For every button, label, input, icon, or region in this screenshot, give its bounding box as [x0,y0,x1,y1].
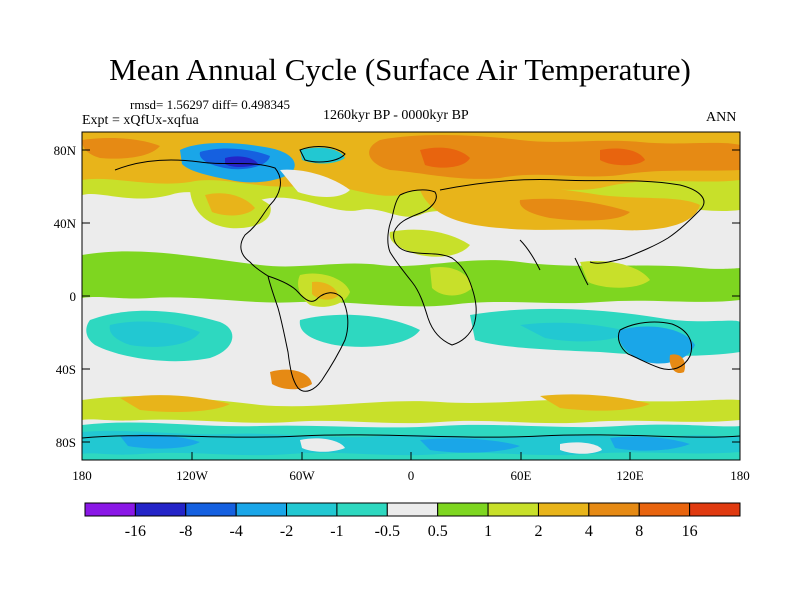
lat-tick-marks [82,149,740,443]
lon-label-120e: 120E [616,468,644,483]
coastline-africa-europe [387,189,477,346]
lon-label-180w: 180 [72,468,92,483]
colorbar-swatch [487,502,539,517]
field-patch [420,438,520,453]
time-period-label: 1260kyr BP - 0000kyr BP [323,108,469,123]
lon-labels: 180 120W 60W 0 60E 120E 180 [72,468,750,483]
colorbar-label: 1 [484,523,492,540]
field-patch [109,321,200,347]
field-patch [82,251,740,307]
colorbar-swatch [437,502,489,517]
field-patch [82,138,160,159]
colorbar: -16 -8 -4 -2 -1 -0.5 0.5 1 2 4 8 16 [84,502,741,540]
colorbar-swatch [537,502,590,517]
field-patch [600,148,645,166]
field-patch [300,147,345,164]
lat-labels: 80N 40N 0 40S 80S [54,143,77,450]
field-patch [369,135,740,179]
field-patch [120,395,230,412]
field-patch [120,434,200,449]
lon-label-60w: 60W [289,468,315,483]
field-patch [610,436,690,451]
lat-label-80s: 80S [56,435,76,450]
coastline-asia [439,178,705,264]
field-patch [540,394,650,411]
lat-label-equator: 0 [70,289,77,304]
colorbar-swatch [588,502,640,517]
rmsd-diff-stats: rmsd= 1.56297 diff= 0.498345 [130,97,290,112]
lon-label-0: 0 [408,468,415,483]
field-patch [389,229,470,257]
coastline-antarctica [82,434,740,439]
lon-tick-marks [81,452,741,460]
lon-label-60e: 60E [511,468,532,483]
colorbar-label: -1 [330,523,343,540]
coastline-south-america [267,275,349,392]
lon-label-180e: 180 [730,468,750,483]
colorbar-swatch [638,502,691,517]
coastline-south-asia [519,239,589,286]
field-patch [519,198,630,221]
field-patch [420,147,470,168]
colorbar-label: 0.5 [428,523,448,540]
lat-label-40n: 40N [54,216,77,231]
field-patch [520,322,630,342]
field-patch [580,260,650,288]
plot-title: Mean Annual Cycle (Surface Air Temperatu… [109,52,691,87]
colorbar-swatch [134,502,187,517]
season-label: ANN [706,110,737,125]
field-patch [312,281,338,300]
coastline-australia [617,321,693,370]
colorbar-swatch [185,502,237,517]
colorbar-label: -16 [125,523,146,540]
field-patch [280,169,350,197]
colorbar-label: -4 [229,523,242,540]
coastline-north-america [114,159,281,277]
anomaly-field [82,132,740,460]
coastlines [82,146,740,439]
colorbar-swatch [84,502,136,517]
colorbar-label: 8 [635,523,643,540]
field-patch [225,156,258,167]
field-patch [270,369,312,390]
colorbar-label: -0.5 [375,523,400,540]
field-patch [619,326,695,364]
field-patch [205,193,255,216]
lat-label-40s: 40S [56,362,76,377]
colorbar-label: -2 [280,523,293,540]
colorbar-label: 16 [682,523,698,540]
field-patch [300,438,345,452]
field-patch [299,314,420,347]
lat-label-80n: 80N [54,143,77,158]
field-patch [669,354,686,374]
coastline-greenland [299,146,346,163]
colorbar-label: 4 [585,523,593,540]
colorbar-swatch [689,502,741,517]
colorbar-swatch [386,502,439,517]
colorbar-swatch [235,502,288,517]
lon-label-120w: 120W [176,468,209,483]
colorbar-swatch [286,502,338,517]
field-patch [430,266,472,296]
experiment-label: Expt = xQfUx-xqfua [82,113,199,128]
colorbar-label: 2 [534,523,542,540]
field-patch [560,442,602,454]
colorbar-label: -8 [179,523,192,540]
colorbar-swatch [336,502,388,517]
